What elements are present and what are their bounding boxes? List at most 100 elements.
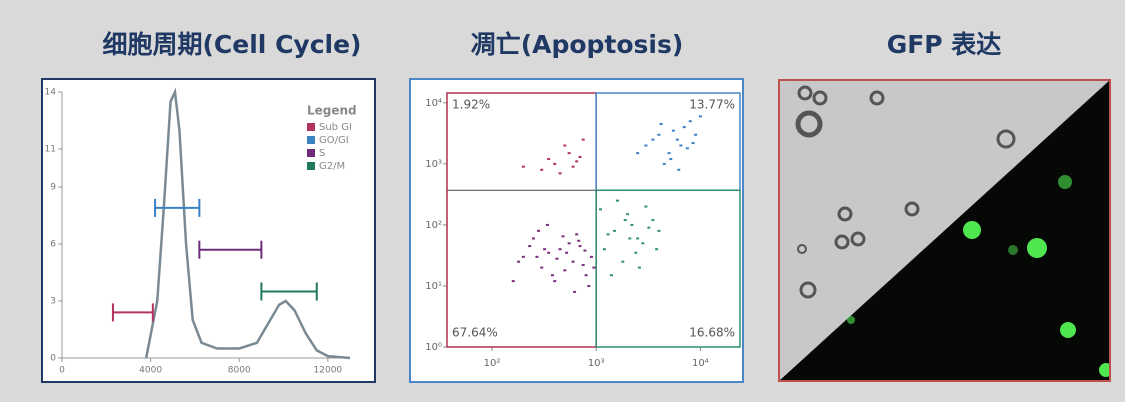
point (587, 284, 591, 287)
x-tick-label: 4000 (139, 366, 162, 376)
point (511, 280, 515, 283)
point (558, 172, 562, 175)
point (592, 266, 596, 269)
quadrant-label: 16.68% (689, 326, 735, 340)
point (641, 242, 645, 245)
legend-swatch (307, 123, 315, 131)
y-tick-label: 10⁴ (425, 98, 442, 109)
point (667, 152, 671, 155)
x-tick-label: 10² (484, 358, 501, 369)
quadrant-box (595, 189, 741, 348)
point (651, 219, 655, 222)
point (571, 165, 575, 168)
point (671, 129, 675, 132)
legend-label: GO/GI (319, 135, 349, 146)
point (563, 269, 567, 272)
point (581, 264, 585, 267)
point (521, 165, 525, 168)
point (553, 162, 557, 165)
x-tick-label: 10³ (588, 358, 605, 369)
point (606, 233, 610, 236)
point (550, 274, 554, 277)
point (547, 251, 551, 254)
point (626, 213, 630, 216)
x-tick-label: 0 (59, 366, 65, 376)
point (634, 251, 638, 254)
y-tick-label: 10⁰ (425, 342, 442, 353)
x-tick-label: 8000 (228, 366, 251, 376)
point (547, 158, 551, 161)
point (677, 168, 681, 171)
legend-swatch (307, 136, 315, 144)
point (543, 248, 547, 251)
cells (795, 85, 1016, 299)
point (621, 260, 625, 263)
point (647, 226, 651, 229)
point (553, 280, 557, 283)
x-tick-label: 12000 (314, 366, 343, 376)
point (567, 152, 571, 155)
gfp-image (778, 79, 1111, 382)
point (573, 290, 577, 293)
point (537, 229, 541, 232)
point (528, 245, 532, 248)
chart-title: 凋亡(Apoptosis) (471, 30, 684, 59)
legend-title: Legend (307, 104, 357, 118)
point (571, 260, 575, 263)
panel-frame (409, 78, 744, 383)
point (691, 141, 695, 144)
point (636, 152, 640, 155)
point (659, 123, 663, 126)
y-tick-label: 9 (50, 183, 56, 193)
point (644, 144, 648, 147)
fluorescence (779, 80, 1110, 381)
image-title: GFP 表达 (887, 30, 1002, 59)
legend-label: S (319, 148, 325, 159)
point (535, 255, 539, 258)
point (682, 126, 686, 129)
y-tick-label: 0 (50, 354, 56, 364)
y-tick-label: 14 (45, 88, 57, 98)
point (685, 147, 689, 150)
point (662, 162, 666, 165)
y-tick-label: 3 (50, 297, 56, 307)
point (561, 235, 565, 238)
point (679, 144, 683, 147)
y-tick-label: 6 (50, 240, 56, 250)
point (669, 158, 673, 161)
point (657, 133, 661, 136)
quadrant-label: 13.77% (689, 98, 735, 112)
point (531, 237, 535, 240)
point (698, 115, 702, 118)
legend-swatch (307, 162, 315, 170)
quadrant-label: 67.64% (452, 326, 498, 340)
point (623, 219, 627, 222)
point (567, 242, 571, 245)
point (565, 251, 569, 254)
point (628, 237, 632, 240)
legend-label: G2/M (319, 161, 345, 172)
point (575, 233, 579, 236)
point (521, 255, 525, 258)
chart-title: 细胞周期(Cell Cycle) (103, 30, 362, 59)
point (694, 133, 698, 136)
point (609, 274, 613, 277)
point (545, 223, 549, 226)
point (540, 266, 544, 269)
point (517, 260, 521, 263)
point (675, 138, 679, 141)
y-tick-label: 10¹ (425, 281, 442, 292)
point (563, 144, 567, 147)
panel-frame (41, 78, 376, 383)
point (651, 138, 655, 141)
point (555, 257, 559, 260)
point (613, 229, 617, 232)
point (602, 248, 606, 251)
point (540, 168, 544, 171)
point (637, 266, 641, 269)
point (615, 199, 619, 202)
point (589, 255, 593, 258)
histogram-line (144, 87, 351, 360)
legend-label: Sub GI (319, 122, 352, 133)
panel-frame (778, 79, 1111, 382)
